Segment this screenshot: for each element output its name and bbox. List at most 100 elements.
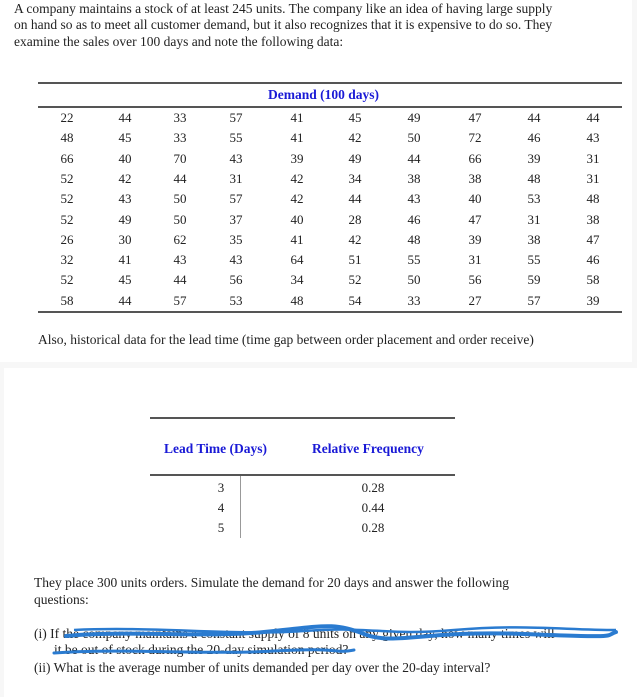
top-pane: A company maintains a stock of at least …: [14, 1, 622, 347]
demand-cell: 46: [586, 252, 600, 268]
demand-cell: 42: [118, 170, 132, 186]
demand-cell: 41: [290, 110, 304, 125]
demand-cell: 42: [290, 170, 304, 186]
demand-cell: 43: [118, 191, 132, 207]
demand-cell: 62: [173, 231, 187, 247]
demand-cell: 47: [468, 211, 482, 227]
lead-time-cell: 4: [217, 500, 225, 515]
demand-cell: 42: [348, 130, 362, 146]
demand-cell: 45: [118, 130, 132, 146]
demand-cell: 39: [468, 231, 482, 247]
demand-cell: 66: [60, 150, 74, 166]
place-text: They place 300 units orders. Simulate th…: [34, 575, 510, 590]
rel-freq-header: Relative Frequency: [312, 441, 424, 456]
lead-header-rule: [150, 474, 455, 476]
demand-cell: 38: [407, 170, 421, 186]
demand-cell: 40: [468, 191, 482, 207]
question-1: it be out of stock during the 20-day sim…: [54, 642, 349, 657]
demand-cell: 50: [173, 191, 187, 207]
demand-cell: 43: [229, 252, 243, 268]
also-text: Also, historical data for the lead time …: [38, 332, 534, 347]
frequency-cell: 0.28: [361, 520, 385, 535]
demand-cell: 55: [407, 252, 421, 268]
demand-cell: 40: [118, 150, 132, 166]
demand-cell: 38: [527, 231, 541, 247]
demand-cell: 43: [407, 191, 421, 207]
demand-cell: 38: [586, 211, 600, 227]
demand-cell: 48: [527, 170, 541, 186]
demand-cell: 46: [527, 130, 541, 146]
demand-cell: 42: [290, 191, 304, 207]
demand-cell: 48: [586, 191, 600, 207]
place-text: questions:: [34, 592, 89, 607]
demand-cell: 45: [348, 110, 362, 125]
demand-cell: 56: [468, 272, 482, 288]
demand-cell: 34: [348, 170, 362, 186]
scribble-strikeout: [52, 624, 618, 655]
demand-cell: 31: [527, 211, 541, 227]
demand-cell: 30: [118, 231, 132, 247]
demand-cell: 28: [348, 211, 362, 227]
demand-cell: 50: [407, 272, 421, 288]
demand-cell: 53: [527, 191, 541, 207]
demand-cell: 44: [407, 150, 421, 166]
demand-cell: 40: [290, 211, 304, 227]
header-rule: [38, 106, 622, 108]
demand-cell: 57: [173, 292, 187, 308]
demand-cell: 46: [407, 211, 421, 227]
demand-cell: 54: [348, 292, 362, 308]
lead-time-cell: 3: [217, 480, 225, 495]
lead-top-rule: [150, 417, 455, 419]
demand-cell: 58: [60, 292, 74, 308]
demand-cell: 47: [468, 110, 482, 125]
demand-cell: 31: [586, 170, 600, 186]
table-bottom-rule: [38, 311, 622, 313]
demand-cell: 33: [173, 130, 187, 146]
demand-cell: 52: [60, 272, 74, 288]
demand-cell: 52: [348, 272, 362, 288]
demand-cell: 44: [118, 292, 132, 308]
demand-cell: 49: [118, 211, 132, 227]
demand-cell: 35: [229, 231, 243, 247]
lead-time-header: Lead Time (Days): [164, 441, 268, 456]
demand-cell: 44: [118, 110, 132, 125]
demand-cell: 70: [173, 150, 187, 166]
demand-cell: 66: [468, 150, 482, 166]
intro-line: examine the sales over 100 days and note…: [14, 34, 344, 49]
demand-cell: 47: [586, 231, 600, 247]
demand-cell: 33: [407, 292, 421, 308]
demand-cell: 31: [468, 252, 482, 268]
demand-cell: 44: [348, 191, 362, 207]
demand-cell: 41: [290, 231, 304, 247]
bottom-pane: Lead Time (Days) Relative Frequency 3 0.2…: [4, 368, 637, 697]
demand-header: Demand (100 days): [268, 87, 380, 102]
demand-cell: 58: [586, 272, 600, 288]
demand-cell: 45: [118, 272, 132, 288]
demand-cell: 43: [229, 150, 243, 166]
intro-line: A company maintains a stock of at least …: [14, 1, 553, 16]
demand-cell: 49: [348, 150, 362, 166]
demand-cell: 59: [527, 272, 541, 288]
demand-cell: 50: [407, 130, 421, 146]
demand-cell: 53: [229, 292, 243, 308]
question-2: (ii) What is the average number of units…: [34, 660, 491, 675]
demand-cell: 52: [60, 211, 74, 227]
demand-cell: 48: [60, 130, 74, 146]
demand-cell: 72: [468, 130, 482, 146]
demand-cell: 55: [527, 252, 541, 268]
demand-cell: 39: [527, 150, 541, 166]
demand-cell: 37: [229, 211, 243, 227]
column-divider: [240, 476, 241, 538]
demand-cell: 55: [229, 130, 243, 146]
demand-cell: 22: [60, 110, 74, 125]
demand-cell: 51: [348, 252, 362, 268]
demand-cell: 57: [527, 292, 541, 308]
demand-cell: 27: [468, 292, 482, 308]
intro-line: on hand so as to meet all customer deman…: [14, 17, 553, 32]
table-top-rule: [38, 82, 622, 84]
frequency-cell: 0.44: [361, 500, 385, 515]
demand-cell: 52: [60, 191, 74, 207]
demand-cell: 41: [290, 130, 304, 146]
demand-cell: 31: [586, 150, 600, 166]
demand-cell: 43: [173, 252, 187, 268]
